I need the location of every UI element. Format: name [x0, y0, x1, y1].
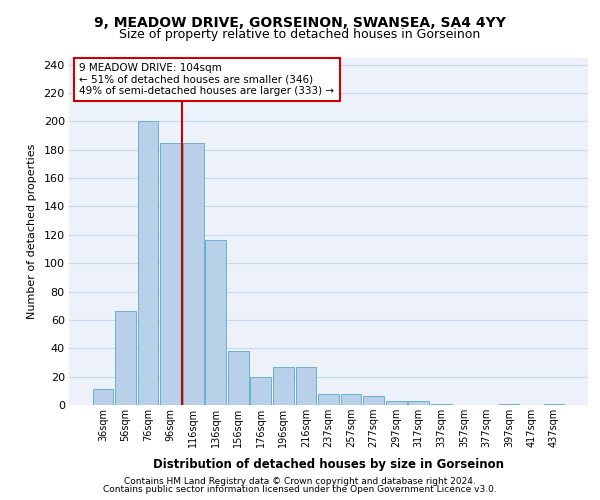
Bar: [386, 400, 407, 405]
Bar: [341, 394, 361, 405]
Bar: [160, 142, 181, 405]
Bar: [499, 404, 520, 405]
Bar: [205, 240, 226, 405]
Bar: [183, 142, 203, 405]
Bar: [363, 396, 384, 405]
Bar: [409, 400, 429, 405]
Text: 9, MEADOW DRIVE, GORSEINON, SWANSEA, SA4 4YY: 9, MEADOW DRIVE, GORSEINON, SWANSEA, SA4…: [94, 16, 506, 30]
Text: Contains public sector information licensed under the Open Government Licence v3: Contains public sector information licen…: [103, 485, 497, 494]
Text: Contains HM Land Registry data © Crown copyright and database right 2024.: Contains HM Land Registry data © Crown c…: [124, 477, 476, 486]
Bar: [431, 404, 452, 405]
Bar: [318, 394, 339, 405]
Y-axis label: Number of detached properties: Number of detached properties: [26, 144, 37, 319]
Bar: [544, 404, 565, 405]
Bar: [92, 390, 113, 405]
X-axis label: Distribution of detached houses by size in Gorseinon: Distribution of detached houses by size …: [153, 458, 504, 471]
Bar: [250, 376, 271, 405]
Bar: [228, 351, 248, 405]
Bar: [296, 366, 316, 405]
Text: 9 MEADOW DRIVE: 104sqm
← 51% of detached houses are smaller (346)
49% of semi-de: 9 MEADOW DRIVE: 104sqm ← 51% of detached…: [79, 62, 335, 96]
Bar: [115, 312, 136, 405]
Text: Size of property relative to detached houses in Gorseinon: Size of property relative to detached ho…: [119, 28, 481, 41]
Bar: [137, 122, 158, 405]
Bar: [273, 366, 294, 405]
